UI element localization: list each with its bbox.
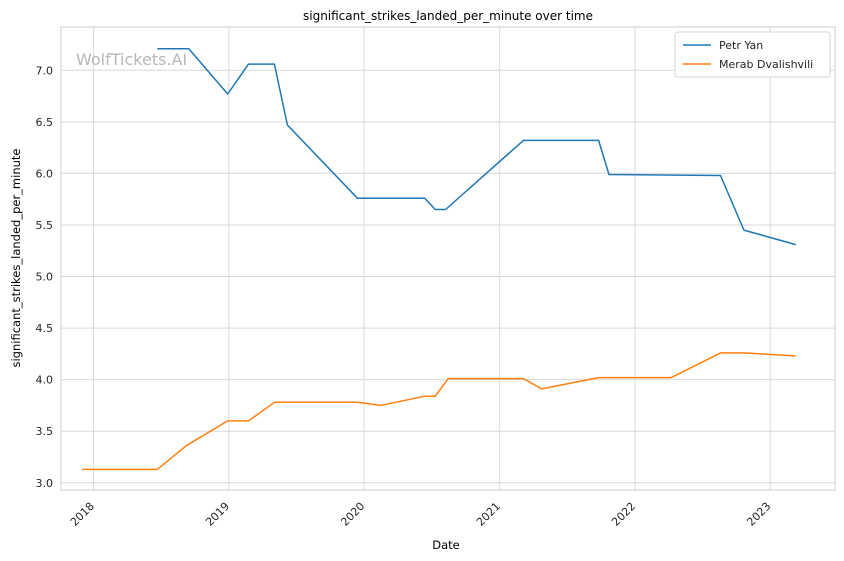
y-tick-labels: 3.0 3.5 4.0 4.5 5.0 5.5 6.0 6.5 7.0 — [36, 64, 54, 489]
y-tick-label: 4.5 — [36, 322, 54, 335]
x-axis-label: Date — [432, 538, 460, 552]
watermark: WolfTickets.AI — [76, 50, 187, 69]
y-tick-label: 6.0 — [36, 167, 54, 180]
y-tick-label: 7.0 — [36, 64, 54, 77]
y-tick-label: 6.5 — [36, 116, 54, 129]
legend-box — [674, 31, 831, 78]
legend-label-merab-dvalishvili: Merab Dvalishvili — [719, 58, 813, 71]
plot-area — [61, 27, 835, 490]
series-line-petr-yan — [157, 47, 796, 246]
legend-label-petr-yan: Petr Yan — [719, 39, 763, 52]
chart-title: significant_strikes_landed_per_minute ov… — [303, 9, 593, 23]
y-tick-label: 5.0 — [36, 271, 54, 284]
series-lines — [82, 47, 796, 471]
series-line-merab-dvalishvili — [82, 352, 796, 471]
y-tick-label: 3.0 — [36, 477, 54, 490]
y-axis-label: significant_strikes_landed_per_minute — [9, 149, 23, 368]
y-tick-label: 4.0 — [36, 374, 54, 387]
y-tick-label: 5.5 — [36, 219, 54, 232]
legend: Petr Yan Merab Dvalishvili — [674, 31, 831, 78]
plot-frame — [60, 26, 836, 491]
y-tick-label: 3.5 — [36, 425, 54, 438]
